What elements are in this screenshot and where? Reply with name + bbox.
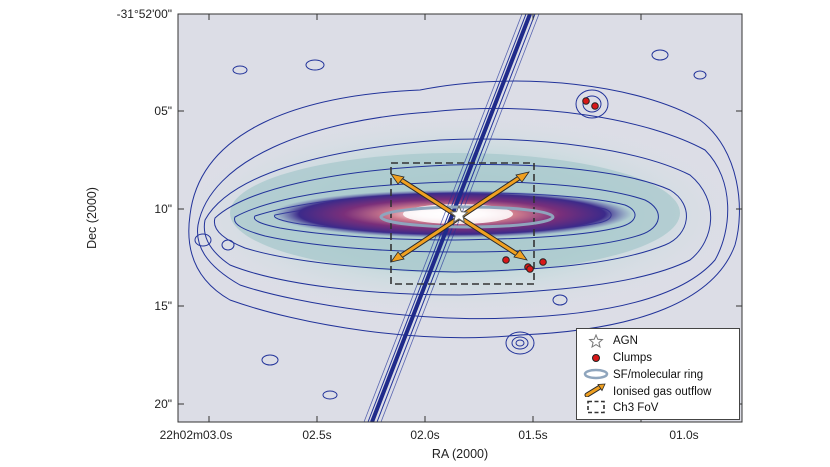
- red-dot-icon: [592, 354, 600, 362]
- dashed-box-icon: [587, 400, 605, 414]
- legend-label-ring: SF/molecular ring: [613, 369, 704, 381]
- y-tick-label: 10": [154, 202, 172, 216]
- y-tick-label: -31°52'00": [117, 7, 172, 21]
- clump-dot: [539, 258, 547, 266]
- star-icon: [588, 334, 604, 348]
- clump-markers: [502, 97, 599, 273]
- y-tick-label: 15": [154, 299, 172, 313]
- clump-dot: [526, 265, 534, 273]
- y-axis-label: Dec (2000): [85, 187, 99, 249]
- clump-dot: [582, 97, 590, 105]
- plot-frame: [177, 13, 743, 423]
- molecular-ring: [379, 205, 555, 229]
- legend-label-outflow: Ionised gas outflow: [613, 386, 712, 398]
- y-tick-label: 20": [154, 397, 172, 411]
- orange-arrow-icon: [584, 383, 606, 397]
- x-tick-label: 02.5s: [302, 428, 331, 442]
- clump-dot: [502, 256, 510, 264]
- legend-label-clumps: Clumps: [613, 352, 652, 364]
- x-tick-label: 01.0s: [669, 428, 698, 442]
- y-tick-label: 05": [154, 104, 172, 118]
- legend: AGN Clumps SF/molecular ring Ionised gas…: [576, 328, 740, 420]
- clump-dot: [591, 102, 599, 110]
- x-tick-label: 02.0s: [410, 428, 439, 442]
- legend-label-fov: Ch3 FoV: [613, 402, 659, 414]
- x-tick-label: 22h02m03.0s: [160, 428, 233, 442]
- ellipse-icon: [583, 368, 609, 380]
- agn-star-marker: [449, 204, 469, 224]
- x-axis-label: RA (2000): [432, 447, 488, 461]
- x-tick-label: 01.5s: [518, 428, 547, 442]
- legend-label-agn: AGN: [613, 335, 638, 347]
